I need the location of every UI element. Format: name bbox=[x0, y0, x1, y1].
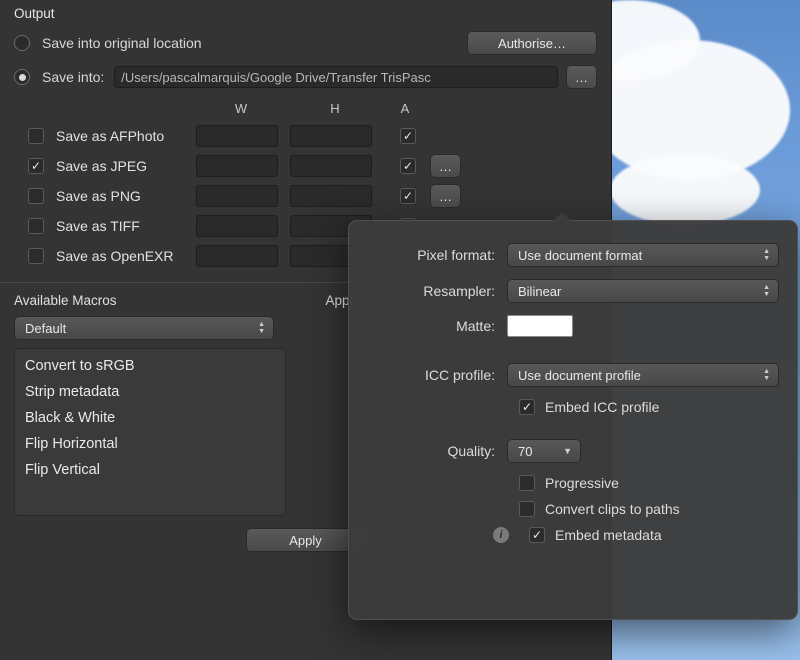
macro-item[interactable]: Flip Vertical bbox=[15, 457, 285, 483]
resampler-select[interactable]: Bilinear ▲▼ bbox=[507, 279, 779, 303]
pixel-format-value: Use document format bbox=[518, 248, 642, 263]
browse-path-button[interactable]: … bbox=[566, 65, 597, 89]
width-input[interactable] bbox=[196, 125, 278, 147]
matte-label: Matte: bbox=[367, 318, 507, 334]
apply-button-label: Apply bbox=[289, 533, 322, 548]
browse-path-label: … bbox=[575, 70, 588, 85]
width-input[interactable] bbox=[196, 215, 278, 237]
authorise-button-label: Authorise… bbox=[498, 36, 566, 51]
aspect-checkbox[interactable] bbox=[400, 128, 416, 144]
embed-metadata-checkbox[interactable] bbox=[529, 527, 545, 543]
format-label: Save as JPEG bbox=[56, 158, 196, 174]
macro-list[interactable]: Convert to sRGBStrip metadataBlack & Whi… bbox=[14, 348, 286, 516]
col-a-label: A bbox=[382, 101, 428, 116]
quality-label: Quality: bbox=[367, 443, 507, 459]
format-options-button[interactable]: … bbox=[430, 184, 461, 208]
aspect-checkbox[interactable] bbox=[400, 188, 416, 204]
pixel-format-label: Pixel format: bbox=[367, 247, 507, 263]
macro-item[interactable]: Black & White bbox=[15, 405, 285, 431]
format-label: Save as TIFF bbox=[56, 218, 196, 234]
width-input[interactable] bbox=[196, 155, 278, 177]
resampler-label: Resampler: bbox=[367, 283, 507, 299]
stepper-icon: ▲▼ bbox=[763, 368, 770, 382]
format-row: Save as AFPhoto bbox=[14, 122, 597, 150]
format-label: Save as PNG bbox=[56, 188, 196, 204]
save-original-location-radio[interactable] bbox=[14, 35, 30, 51]
save-path-value: /Users/pascalmarquis/Google Drive/Transf… bbox=[121, 70, 430, 85]
macro-item[interactable]: Convert to sRGB bbox=[15, 353, 285, 379]
save-into-label: Save into: bbox=[42, 69, 104, 85]
progressive-checkbox[interactable] bbox=[519, 475, 535, 491]
cloud-decoration bbox=[610, 155, 760, 225]
col-w-label: W bbox=[194, 101, 288, 116]
format-row: Save as JPEG … bbox=[14, 152, 597, 180]
width-input[interactable] bbox=[196, 185, 278, 207]
convert-clips-checkbox[interactable] bbox=[519, 501, 535, 517]
output-section-title: Output bbox=[14, 6, 597, 21]
format-label: Save as OpenEXR bbox=[56, 248, 196, 264]
stepper-icon: ▲▼ bbox=[763, 284, 770, 298]
format-checkbox[interactable] bbox=[28, 218, 44, 234]
height-input[interactable] bbox=[290, 125, 372, 147]
dimension-columns-header: W H A bbox=[14, 101, 597, 116]
icc-profile-select[interactable]: Use document profile ▲▼ bbox=[507, 363, 779, 387]
stepper-icon: ▲▼ bbox=[258, 321, 265, 335]
save-original-location-label: Save into original location bbox=[42, 35, 202, 51]
aspect-checkbox[interactable] bbox=[400, 158, 416, 174]
chevron-down-icon: ▼ bbox=[563, 446, 572, 456]
macro-set-select[interactable]: Default ▲▼ bbox=[14, 316, 274, 340]
height-input[interactable] bbox=[290, 155, 372, 177]
quality-select[interactable]: 70 ▼ bbox=[507, 439, 581, 463]
format-row: Save as PNG … bbox=[14, 182, 597, 210]
format-checkbox[interactable] bbox=[28, 128, 44, 144]
icc-profile-label: ICC profile: bbox=[367, 367, 507, 383]
progressive-label: Progressive bbox=[545, 475, 619, 491]
height-input[interactable] bbox=[290, 185, 372, 207]
convert-clips-label: Convert clips to paths bbox=[545, 501, 680, 517]
format-options-button[interactable]: … bbox=[430, 154, 461, 178]
available-macros-heading: Available Macros bbox=[14, 293, 286, 308]
resampler-value: Bilinear bbox=[518, 284, 561, 299]
format-checkbox[interactable] bbox=[28, 188, 44, 204]
stepper-icon: ▲▼ bbox=[763, 248, 770, 262]
macro-item[interactable]: Flip Horizontal bbox=[15, 431, 285, 457]
authorise-button[interactable]: Authorise… bbox=[467, 31, 597, 55]
jpeg-options-popover: Pixel format: Use document format ▲▼ Resa… bbox=[348, 220, 798, 620]
quality-value: 70 bbox=[518, 444, 532, 459]
save-into-radio[interactable] bbox=[14, 69, 30, 85]
format-checkbox[interactable] bbox=[28, 248, 44, 264]
macro-set-value: Default bbox=[25, 321, 66, 336]
icc-profile-value: Use document profile bbox=[518, 368, 641, 383]
format-checkbox[interactable] bbox=[28, 158, 44, 174]
embed-icc-label: Embed ICC profile bbox=[545, 399, 659, 415]
matte-color-well[interactable] bbox=[507, 315, 573, 337]
save-path-field[interactable]: /Users/pascalmarquis/Google Drive/Transf… bbox=[114, 66, 558, 88]
pixel-format-select[interactable]: Use document format ▲▼ bbox=[507, 243, 779, 267]
format-label: Save as AFPhoto bbox=[56, 128, 196, 144]
embed-metadata-label: Embed metadata bbox=[555, 527, 662, 543]
info-icon[interactable]: i bbox=[493, 527, 509, 543]
width-input[interactable] bbox=[196, 245, 278, 267]
col-h-label: H bbox=[288, 101, 382, 116]
macro-item[interactable]: Strip metadata bbox=[15, 379, 285, 405]
embed-icc-checkbox[interactable] bbox=[519, 399, 535, 415]
